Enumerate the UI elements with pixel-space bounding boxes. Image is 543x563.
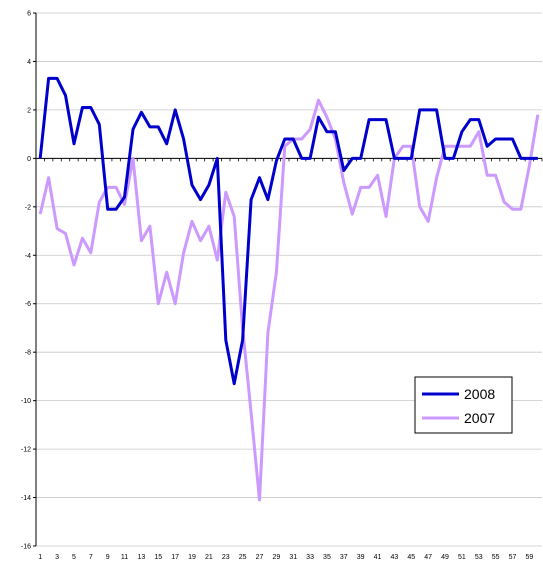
x-tick-label: 31 (289, 554, 297, 561)
x-tick-label: 13 (138, 554, 146, 561)
x-tick-label: 51 (458, 554, 466, 561)
x-tick-label: 49 (441, 554, 449, 561)
x-tick-label: 27 (256, 554, 264, 561)
gridlines (36, 12, 542, 547)
y-tick-label: 0 (27, 156, 31, 163)
x-tick-label: 21 (205, 554, 213, 561)
x-tick-label: 39 (357, 554, 365, 561)
x-tick-label: 3 (55, 554, 59, 561)
x-tick-label: 33 (306, 554, 314, 561)
x-axis-ticks: 1 3 5 7 9 11 13 15 17 19 21 23 25 27 29 31 33 35 37 39 41 43 4… (35, 158, 543, 561)
series-lines (38, 76, 540, 502)
legend-items: 2008 2007 (422, 386, 495, 426)
x-tick-label: 35 (323, 554, 331, 561)
y-tick-label: -2 (25, 204, 31, 211)
x-tick-label: 47 (424, 554, 432, 561)
y-tick-label: -6 (25, 301, 31, 308)
x-tick-label: 7 (89, 554, 93, 561)
y-tick-label: -8 (25, 350, 31, 357)
x-tick-label: 11 (121, 554, 128, 561)
legend-label: 2008 (464, 386, 495, 402)
x-tick-label: 23 (222, 554, 230, 561)
x-tick-label: 43 (391, 554, 399, 561)
y-tick-label: -10 (21, 398, 31, 405)
y-tick-label: -12 (21, 447, 31, 454)
x-tick-label: 5 (72, 554, 76, 561)
x-tick-label: 45 (407, 554, 415, 561)
y-tick-label: 6 (27, 11, 31, 18)
legend: 2008 2007 (414, 376, 513, 434)
y-tick-label: -4 (25, 253, 31, 260)
y-tick-label: -16 (21, 544, 31, 551)
legend-label: 2007 (464, 410, 495, 426)
y-tick-label: 4 (27, 59, 31, 66)
x-tick-label: 59 (525, 554, 533, 561)
x-tick-label: 53 (475, 554, 483, 561)
x-tick-label: 57 (509, 554, 517, 561)
legend-box (414, 376, 513, 434)
x-tick-label: 41 (374, 554, 382, 561)
x-tick-label: 9 (106, 554, 110, 561)
x-tick-label: 17 (171, 554, 179, 561)
x-tick-label: 37 (340, 554, 348, 561)
y-axis-ticks: 6 4 2 0 -2 -4 -6 -8 -10 -12 -14 -16 (21, 11, 36, 551)
series-line-2008 (38, 76, 538, 386)
x-tick-label: 29 (272, 554, 280, 561)
y-tick-label: 2 (27, 107, 31, 114)
x-tick-label: 1 (38, 554, 42, 561)
x-tick-label: 15 (154, 554, 162, 561)
x-tick-label: 25 (239, 554, 247, 561)
x-tick-label: 19 (188, 554, 196, 561)
x-tick-label: 55 (492, 554, 500, 561)
y-tick-label: -14 (21, 495, 31, 502)
